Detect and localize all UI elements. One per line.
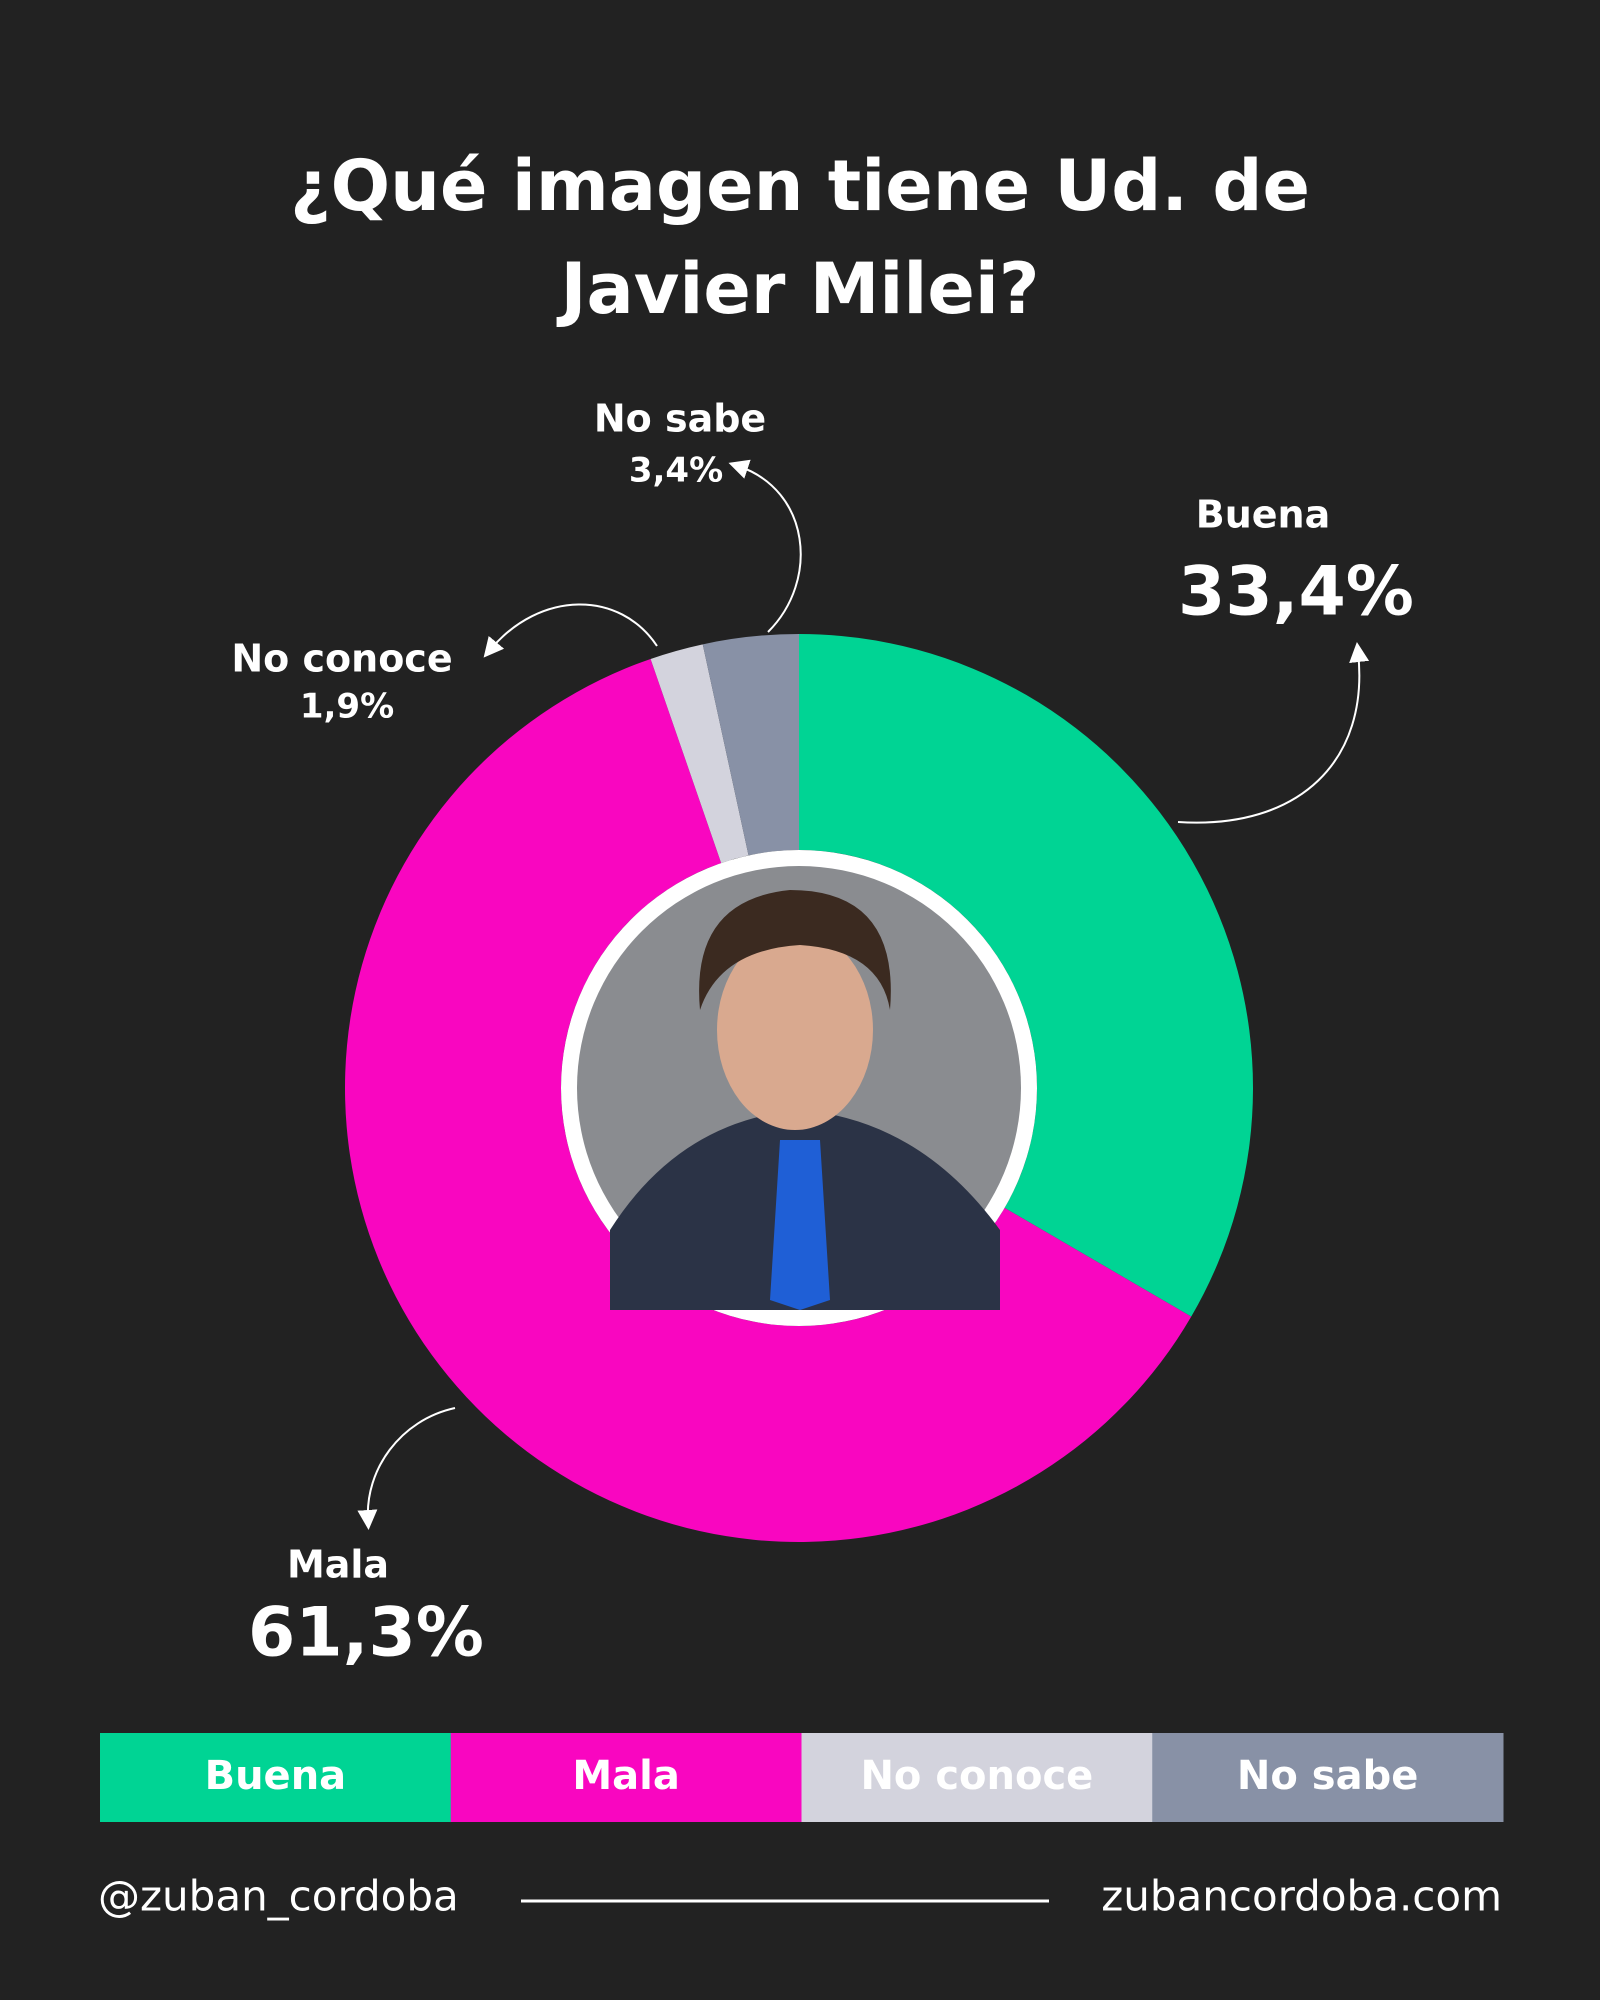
legend-label: No sabe xyxy=(1237,1753,1418,1799)
footer-handle: @zuban_cordoba xyxy=(98,1872,459,1921)
portrait-hair xyxy=(699,890,891,1010)
slice-value: 33,4% xyxy=(1178,553,1414,632)
arrow xyxy=(483,603,658,658)
slice-label: Buena xyxy=(1196,493,1330,537)
arrows xyxy=(357,459,1370,1530)
legend-swatch xyxy=(801,1733,1153,1822)
slice-label: No conoce xyxy=(231,637,452,681)
portrait-tie xyxy=(770,1140,830,1310)
slice-value: 61,3% xyxy=(248,1594,484,1673)
donut-slice xyxy=(650,644,749,864)
legend-label: No conoce xyxy=(860,1753,1093,1799)
legend-label: Buena xyxy=(205,1753,347,1799)
slice-value: 3,4% xyxy=(629,451,723,491)
slice-label: No sabe xyxy=(594,397,766,441)
arrow xyxy=(728,459,802,633)
legend-swatch xyxy=(450,1733,802,1822)
donut-slice xyxy=(702,634,799,856)
portrait-face xyxy=(717,930,873,1130)
slice-label: Mala xyxy=(287,1543,389,1587)
donut-slice xyxy=(344,658,1192,1542)
arrow xyxy=(357,1407,456,1530)
slice-value: 1,9% xyxy=(300,687,394,727)
donut-slice xyxy=(799,634,1253,1317)
legend-swatch xyxy=(1152,1733,1504,1822)
footer-website: zubancordoba.com xyxy=(1101,1872,1502,1921)
portrait xyxy=(561,850,1037,1326)
legend-label: Mala xyxy=(572,1753,680,1799)
arrow xyxy=(1177,642,1370,824)
chart-title: ¿Qué imagen tiene Ud. de Javier Milei? xyxy=(290,145,1310,330)
legend-swatch xyxy=(100,1733,452,1822)
